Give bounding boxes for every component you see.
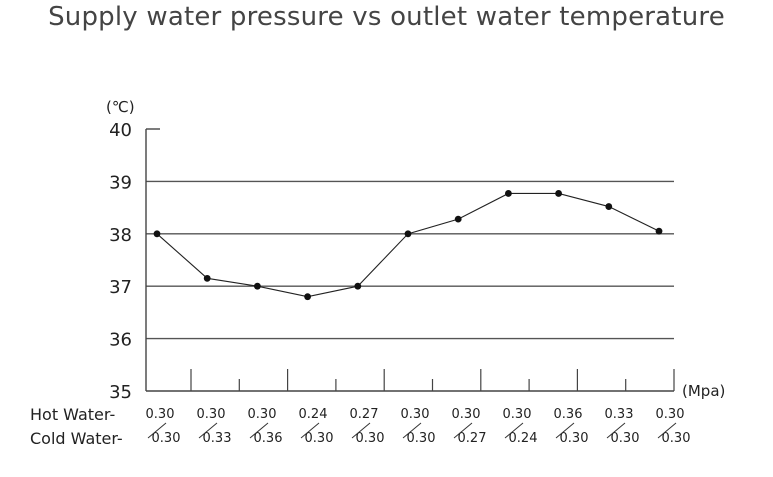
data-point — [404, 230, 412, 238]
hot-water-pressure-label: 0.33 — [605, 407, 634, 422]
data-point — [203, 274, 211, 282]
cold-water-pressure-label: 0.30 — [305, 431, 334, 446]
data-point — [254, 282, 261, 290]
cold-water-pressure-label: 0.30 — [152, 431, 181, 446]
pair-divider — [198, 422, 218, 439]
pair-divider — [453, 422, 473, 439]
hot-water-pressure-label: 0.30 — [656, 407, 685, 422]
data-point — [153, 230, 161, 238]
data-point — [354, 282, 362, 290]
cold-water-pressure-label: 0.30 — [407, 431, 436, 446]
cold-water-pressure-label: 0.27 — [458, 431, 487, 446]
data-point — [505, 190, 512, 197]
cold-water-pressure-label: 0.33 — [203, 431, 232, 446]
series-polyline — [156, 192, 660, 298]
y-tick-label: 37 — [109, 277, 132, 298]
pair-divider — [555, 422, 575, 439]
pressure-labels: 0.30 0.30 0.30 0.33 0.30 0.36 0.24 0.30 0.27 0.30… — [146, 407, 691, 446]
x-tick-marks — [190, 369, 675, 391]
hot-water-pressure-label: 0.27 — [350, 407, 379, 422]
pair-divider — [351, 422, 371, 439]
hot-water-pressure-label: 0.30 — [248, 407, 277, 422]
data-point — [454, 215, 462, 223]
hot-water-pressure-label: 0.30 — [197, 407, 226, 422]
pair-divider — [504, 422, 524, 439]
data-point — [304, 293, 311, 301]
hot-water-pressure-label: 0.36 — [554, 407, 583, 422]
data-point — [555, 190, 562, 197]
y-tick-labels: 35 36 37 38 39 40 — [109, 120, 132, 403]
y-unit-label: (℃) — [106, 98, 135, 116]
cold-water-pressure-label: 0.30 — [560, 431, 589, 446]
hot-water-pressure-label: 0.24 — [299, 407, 328, 422]
hot-water-pressure-label: 0.30 — [401, 407, 430, 422]
hot-water-pressure-label: 0.30 — [452, 407, 481, 422]
x-unit-label: (Mpa) — [682, 382, 725, 400]
data-point — [605, 203, 613, 210]
pair-divider — [249, 422, 269, 439]
pair-divider — [147, 422, 167, 439]
chart-title: Supply water pressure vs outlet water te… — [48, 2, 725, 32]
cold-water-row-label: Cold Water- — [30, 429, 123, 448]
y-tick-label: 39 — [109, 172, 132, 193]
cold-water-pressure-label: 0.30 — [662, 431, 691, 446]
hot-water-pressure-label: 0.30 — [146, 407, 175, 422]
series-line — [156, 192, 660, 298]
hot-water-pressure-label: 0.30 — [503, 407, 532, 422]
data-point — [655, 227, 663, 235]
cold-water-pressure-label: 0.36 — [254, 431, 283, 446]
pair-divider — [606, 422, 626, 439]
y-tick-label: 35 — [109, 382, 132, 403]
pair-divider — [300, 422, 320, 439]
y-tick-label: 40 — [109, 120, 132, 141]
data-points — [153, 190, 663, 301]
cold-water-pressure-label: 0.30 — [611, 431, 640, 446]
cold-water-pressure-label: 0.30 — [356, 431, 385, 446]
cold-water-pressure-label: 0.24 — [509, 431, 538, 446]
grid-lines — [146, 180, 674, 340]
y-tick-label: 38 — [109, 225, 132, 246]
pair-divider — [402, 422, 422, 439]
axes — [145, 128, 674, 392]
pair-divider — [657, 422, 677, 439]
y-tick-label: 36 — [109, 330, 132, 351]
hot-water-row-label: Hot Water- — [30, 405, 115, 424]
